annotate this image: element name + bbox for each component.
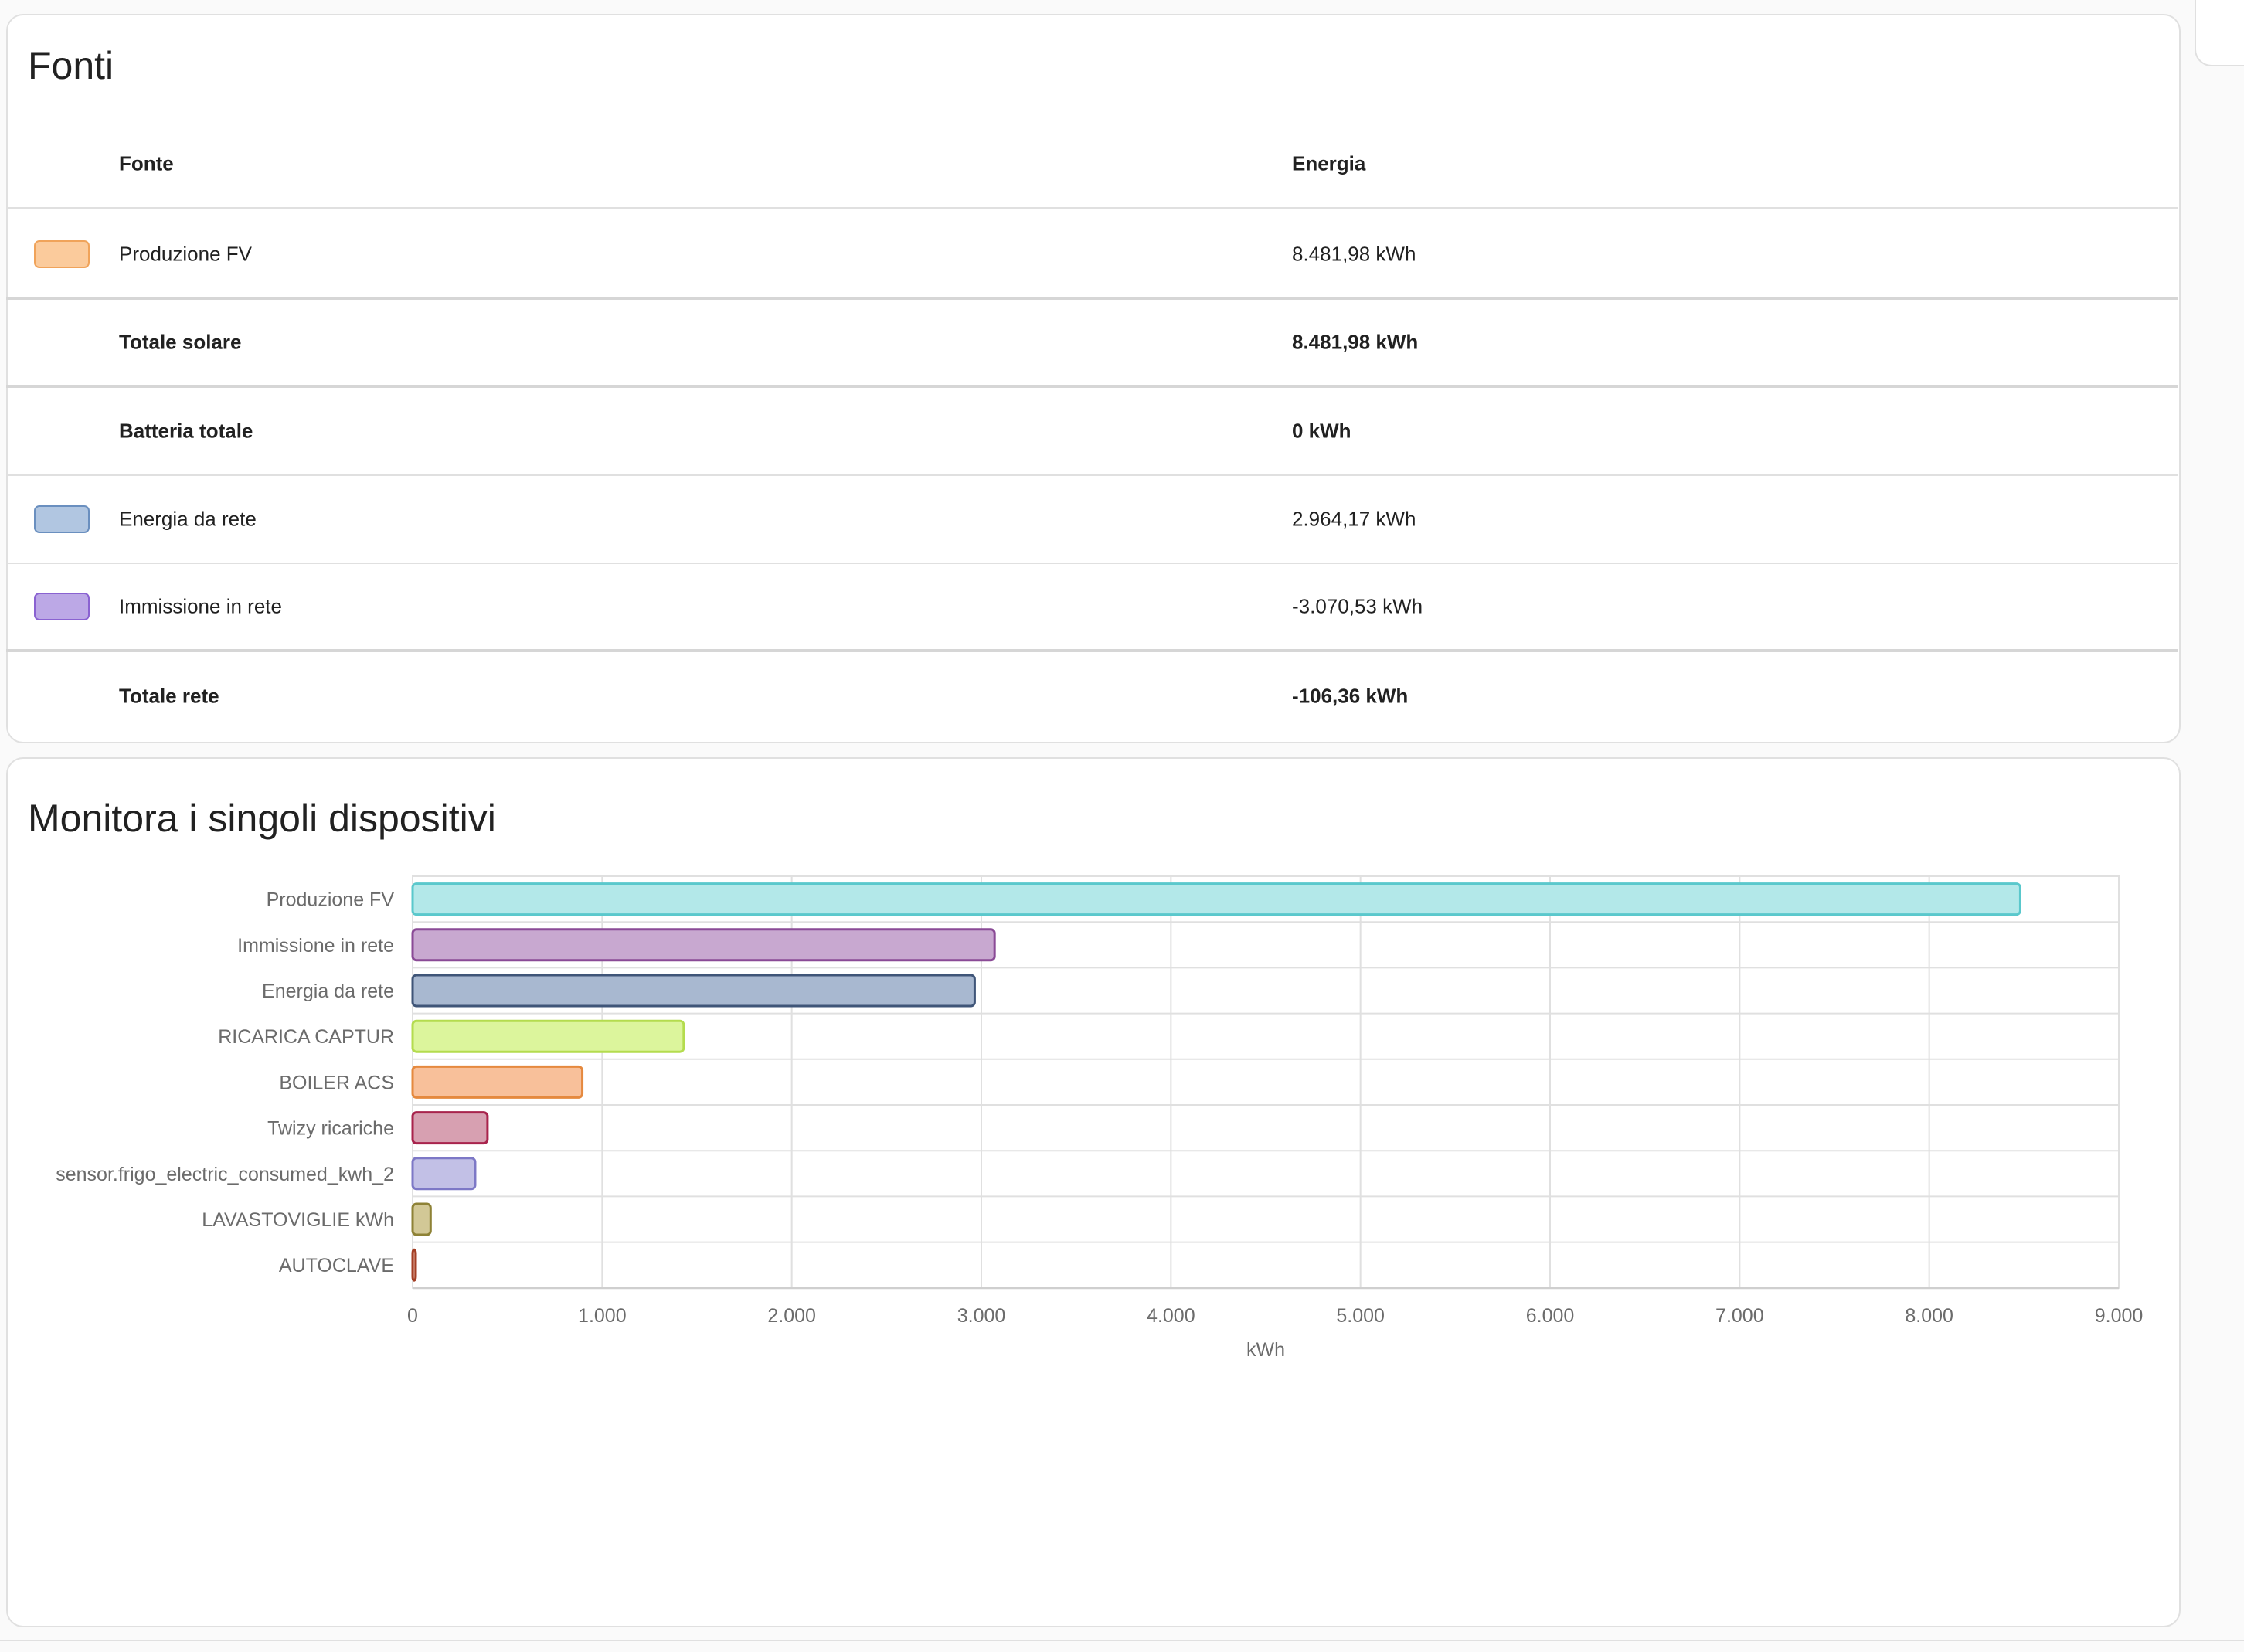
source-row-batteria-totale: Batteria totale 0 kWh: [6, 388, 2178, 476]
bar-sensor-frigo-electric-consumed-kwh-2: [411, 1157, 477, 1191]
total-label: Batteria totale: [119, 419, 253, 443]
source-label: Produzione FV: [119, 242, 252, 266]
side-card-edge: [2195, 0, 2244, 66]
x-tick-label: 7.000: [1715, 1305, 1764, 1327]
x-tick-label: 5.000: [1336, 1305, 1385, 1327]
source-value: 2.964,17 kWh: [1292, 507, 1416, 531]
y-category-label: AUTOCLAVE: [279, 1255, 394, 1276]
bar-boiler-acs: [411, 1065, 584, 1099]
y-category-label: RICARICA CAPTUR: [218, 1026, 394, 1048]
source-row-produzione-fv: Produzione FV 8.481,98 kWh: [6, 212, 2178, 300]
y-category-label: Immissione in rete: [237, 935, 394, 957]
y-category-label: Energia da rete: [262, 981, 394, 1002]
source-row-totale-solare: Totale solare 8.481,98 kWh: [6, 300, 2178, 388]
bar-energia-da-rete: [411, 974, 976, 1008]
total-value: 0 kWh: [1292, 419, 1352, 443]
source-value: -3.070,53 kWh: [1292, 594, 1423, 618]
bar-immissione-in-rete: [411, 928, 996, 962]
sources-table-header: Fonte Energia: [6, 121, 2178, 209]
sources-table: Fonte Energia Produzione FV 8.481,98 kWh…: [6, 124, 2178, 740]
x-tick-label: 4.000: [1147, 1305, 1195, 1327]
bar-autoclave: [411, 1248, 417, 1282]
devices-title: Monitora i singoli dispositivi: [28, 797, 496, 840]
y-category-label: BOILER ACS: [279, 1072, 394, 1093]
source-row-totale-rete: Totale rete -106,36 kWh: [6, 652, 2178, 740]
x-tick-label: 3.000: [957, 1305, 1006, 1327]
x-tick-label: 0: [407, 1305, 418, 1327]
y-category-label: Produzione FV: [267, 889, 395, 911]
column-header-source: Fonte: [119, 151, 174, 175]
x-axis-title: kWh: [1246, 1339, 1285, 1361]
page-bottom-divider: [0, 1640, 2244, 1641]
total-value: 8.481,98 kWh: [1292, 330, 1419, 354]
sources-card: [6, 14, 2181, 743]
x-tick-label: 2.000: [767, 1305, 816, 1327]
total-label: Totale solare: [119, 330, 242, 354]
bar-twizy-ricariche: [411, 1111, 489, 1145]
source-label: Immissione in rete: [119, 594, 282, 618]
y-category-label: Twizy ricariche: [267, 1118, 394, 1140]
column-header-energy: Energia: [1292, 151, 1366, 175]
sources-title: Fonti: [28, 44, 114, 87]
bar-lavastoviglie-kwh: [411, 1202, 432, 1236]
x-tick-label: 6.000: [1526, 1305, 1575, 1327]
bar-produzione-fv: [411, 882, 2021, 916]
y-category-label: LAVASTOVIGLIE kWh: [202, 1209, 394, 1231]
devices-bar-chart: 0 1.000 2.000 3.000 4.000 5.000 6.000 7.000 8.00…: [56, 875, 2144, 1361]
total-label: Totale rete: [119, 684, 219, 708]
total-value: -106,36 kWh: [1292, 684, 1409, 708]
legend-swatch-produzione-fv: [34, 240, 90, 268]
source-label: Energia da rete: [119, 507, 257, 531]
legend-swatch-immissione-in-rete: [34, 593, 90, 620]
bar-ricarica-captur: [411, 1019, 685, 1053]
source-value: 8.481,98 kWh: [1292, 242, 1416, 266]
x-tick-label: 1.000: [578, 1305, 627, 1327]
source-row-energia-da-rete: Energia da rete 2.964,17 kWh: [6, 476, 2178, 564]
source-row-immissione-in-rete: Immissione in rete -3.070,53 kWh: [6, 564, 2178, 652]
x-tick-label: 8.000: [1905, 1305, 1953, 1327]
legend-swatch-energia-da-rete: [34, 505, 90, 533]
y-category-label: sensor.frigo_electric_consumed_kwh_2: [56, 1164, 394, 1185]
x-tick-label: 9.000: [2095, 1305, 2144, 1327]
